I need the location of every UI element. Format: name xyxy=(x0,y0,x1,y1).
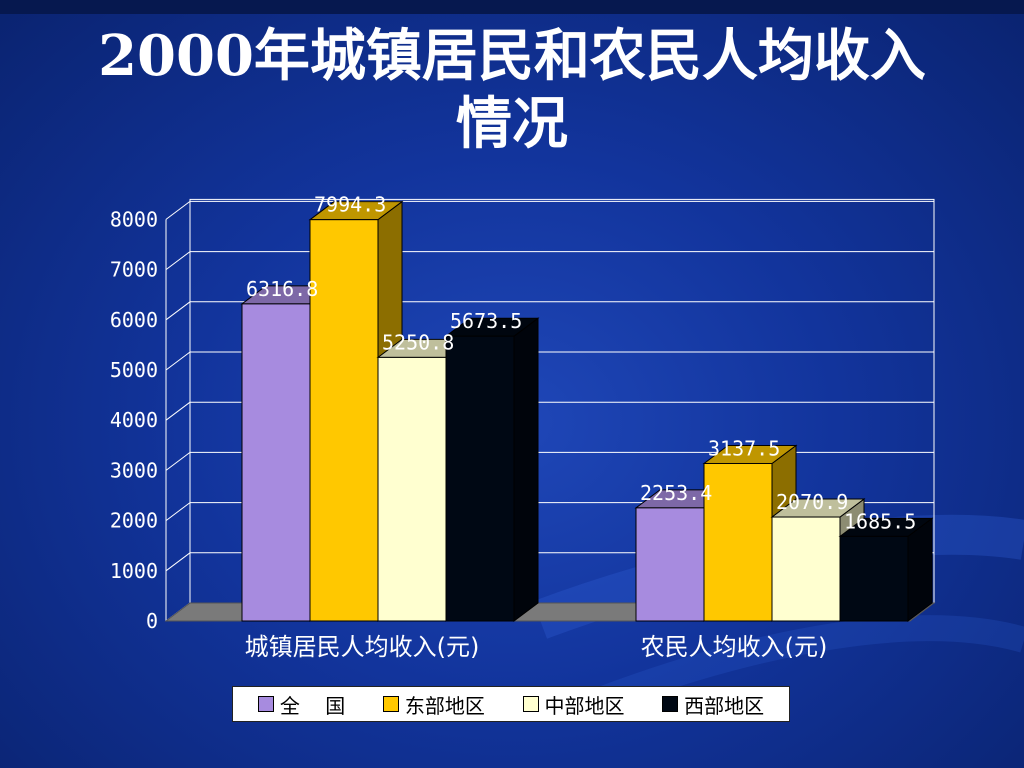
x-category-label: 城镇居民人均收入(元) xyxy=(245,633,480,661)
bar xyxy=(445,335,515,622)
slide-title: 2000年城镇居民和农民人均收入 情况 xyxy=(0,22,1024,158)
bar xyxy=(377,356,447,622)
bar xyxy=(703,462,773,622)
legend-item-east: 东部地区 xyxy=(382,690,485,719)
data-label: 5250.8 xyxy=(382,330,454,354)
data-label: 5673.5 xyxy=(450,309,522,333)
gridline-side xyxy=(165,401,191,421)
legend-item-west: 西部地区 xyxy=(662,690,764,719)
data-label: 2253.4 xyxy=(640,481,712,505)
y-tick-label: 8000 xyxy=(110,207,158,231)
y-tick-label: 4000 xyxy=(110,408,158,432)
gridline-side xyxy=(165,552,191,572)
bar xyxy=(635,507,705,622)
legend-label-nationwide: 全 国 xyxy=(279,693,346,718)
legend-label-central: 中部地区 xyxy=(544,693,625,718)
legend-item-central: 中部地区 xyxy=(522,690,625,719)
bar xyxy=(839,535,909,622)
y-tick-label: 0 xyxy=(146,609,158,633)
y-tick-label: 6000 xyxy=(110,308,158,332)
legend-label-east: 东部地区 xyxy=(404,693,485,718)
gridline-side xyxy=(165,351,191,371)
y-tick-label: 7000 xyxy=(110,258,158,282)
y-tick-label: 1000 xyxy=(110,559,158,583)
data-label: 1685.5 xyxy=(844,509,916,533)
data-label: 3137.5 xyxy=(708,436,780,460)
data-label: 7994.3 xyxy=(314,193,386,217)
gridline-side xyxy=(165,502,191,521)
gridline-side xyxy=(165,251,191,271)
gridline-side xyxy=(165,200,191,220)
y-tick-label: 2000 xyxy=(110,509,158,533)
top-band xyxy=(0,0,1024,14)
legend-swatch-nationwide xyxy=(257,696,274,712)
data-label: 6316.8 xyxy=(246,277,318,301)
x-category-label: 农民人均收入(元) xyxy=(641,633,828,661)
legend-swatch-west xyxy=(662,696,679,712)
y-tick-label: 5000 xyxy=(110,358,158,382)
legend-swatch-east xyxy=(382,696,399,712)
y-tick-label: 3000 xyxy=(110,458,158,482)
legend-swatch-central xyxy=(522,696,539,712)
legend-item-nationwide: 全 国 xyxy=(257,690,346,719)
bar-side xyxy=(513,317,539,622)
title-line-2: 情况 xyxy=(456,91,568,157)
legend-label-west: 西部地区 xyxy=(684,693,765,718)
bar xyxy=(771,516,841,622)
chart-legend: 全 国 东部地区 中部地区 西部地区 xyxy=(232,686,790,722)
gridline-side xyxy=(165,451,191,471)
data-label: 2070.9 xyxy=(776,490,848,514)
bar xyxy=(241,303,311,622)
bar xyxy=(309,219,379,622)
gridline-side xyxy=(165,301,191,321)
title-line-1: 2000年城镇居民和农民人均收入 xyxy=(98,23,926,89)
